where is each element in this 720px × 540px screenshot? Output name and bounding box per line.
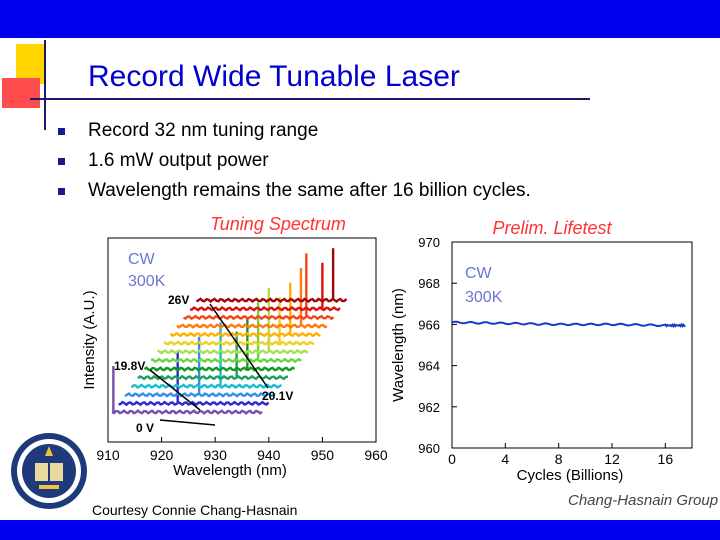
spectrum-series-line — [118, 400, 270, 407]
tuning-spectrum-chart: Tuning Spectrum Intensity (A.U.) Wavelen… — [81, 214, 388, 479]
spectrum-ylabel: Intensity (A.U.) — [81, 290, 98, 389]
spectrum-series-line — [169, 331, 321, 338]
spectrum-xlabel: Wavelength (nm) — [173, 462, 287, 479]
lifetest-annotation-cw: CW — [465, 265, 493, 282]
spectrum-xtick-label: 930 — [204, 447, 228, 463]
lifetest-title: Prelim. Lifetest — [492, 218, 612, 238]
spectrum-series-line — [195, 297, 348, 304]
group-name: Chang-Hasnain Group — [568, 492, 719, 509]
spectrum-series-line — [130, 383, 283, 390]
bullet-square-icon — [58, 158, 65, 165]
spectrum-xtick-label: 950 — [311, 447, 335, 463]
voltage-label-26v: 26V — [168, 293, 189, 307]
lifetest-xtick-label: 0 — [448, 451, 456, 467]
decor-yellow-square — [16, 44, 44, 84]
top-bar — [0, 0, 720, 38]
lifetest-ytick-label: 962 — [418, 400, 440, 415]
spectrum-series-line — [137, 374, 288, 381]
spectrum-xtick-label: 940 — [257, 447, 281, 463]
spectrum-series-line — [143, 366, 296, 372]
spectrum-xtick-label: 910 — [96, 447, 120, 463]
bullet-item: Wavelength remains the same after 16 bil… — [58, 178, 531, 208]
lifetest-ylabel: Wavelength (nm) — [390, 288, 407, 402]
bullet-item: Record 32 nm tuning range — [58, 118, 531, 148]
lifetest-plot-area — [451, 241, 693, 449]
lifetest-xtick-label: 8 — [555, 451, 563, 467]
spectrum-xtick-label: 920 — [150, 447, 174, 463]
spectrum-xtick-label: 960 — [364, 447, 388, 463]
bottom-bar — [0, 520, 720, 540]
lifetest-xtick-label: 16 — [658, 451, 674, 467]
bullet-item: 1.6 mW output power — [58, 148, 531, 178]
bullet-square-icon — [58, 188, 65, 195]
voltage-label-19-8v: 19.8V — [114, 359, 145, 373]
decor-vertical-line — [44, 40, 46, 130]
voltage-label-20-1v: 20.1V — [262, 389, 293, 403]
bullet-text: Wavelength remains the same after 16 bil… — [88, 180, 531, 201]
lifetest-chart: Prelim. Lifetest Wavelength (nm) Cycles … — [390, 218, 693, 484]
lifetest-xtick-label: 12 — [604, 451, 620, 467]
bullet-text: Record 32 nm tuning range — [88, 120, 319, 141]
bullet-square-icon — [58, 128, 65, 135]
bullet-text: 1.6 mW output power — [88, 150, 269, 171]
spectrum-series-line — [150, 357, 302, 364]
spectrum-series-line — [111, 409, 263, 415]
lifetest-annotation-temp: 300K — [465, 289, 503, 306]
spectrum-annotation-temp: 300K — [128, 273, 166, 290]
lifetest-ytick-label: 964 — [418, 359, 440, 374]
lifetest-ytick-label: 968 — [418, 276, 440, 291]
lifetest-ytick-label: 970 — [418, 235, 440, 250]
slide-title: Record Wide Tunable Laser — [88, 60, 460, 93]
decor-horizontal-line — [30, 98, 590, 100]
spectrum-arrow-0v — [159, 419, 216, 426]
lifetest-ytick-label: 966 — [418, 317, 440, 332]
voltage-label-0v: 0 V — [136, 421, 154, 435]
lifetest-xlabel: Cycles (Billions) — [517, 467, 624, 484]
spectrum-annotation-cw: CW — [128, 251, 156, 268]
bullet-list: Record 32 nm tuning range 1.6 mW output … — [58, 118, 531, 208]
university-seal-logo — [8, 428, 90, 514]
credit-text: Courtesy Connie Chang-Hasnain — [92, 502, 298, 518]
spectrum-arrow-20v — [209, 303, 269, 389]
spectrum-series-line — [189, 305, 341, 312]
lifetest-series-line — [451, 320, 686, 329]
lifetest-ytick-label: 960 — [418, 441, 440, 456]
spectrum-series-line — [183, 314, 335, 321]
spectrum-series-line — [157, 348, 309, 355]
lifetest-xtick-label: 4 — [501, 451, 509, 467]
decor-red-square — [2, 78, 40, 108]
spectrum-title: Tuning Spectrum — [210, 214, 346, 234]
spectrum-series-line — [163, 340, 315, 347]
spectrum-plot-area — [107, 237, 377, 443]
spectrum-arrow-19v — [149, 369, 201, 411]
